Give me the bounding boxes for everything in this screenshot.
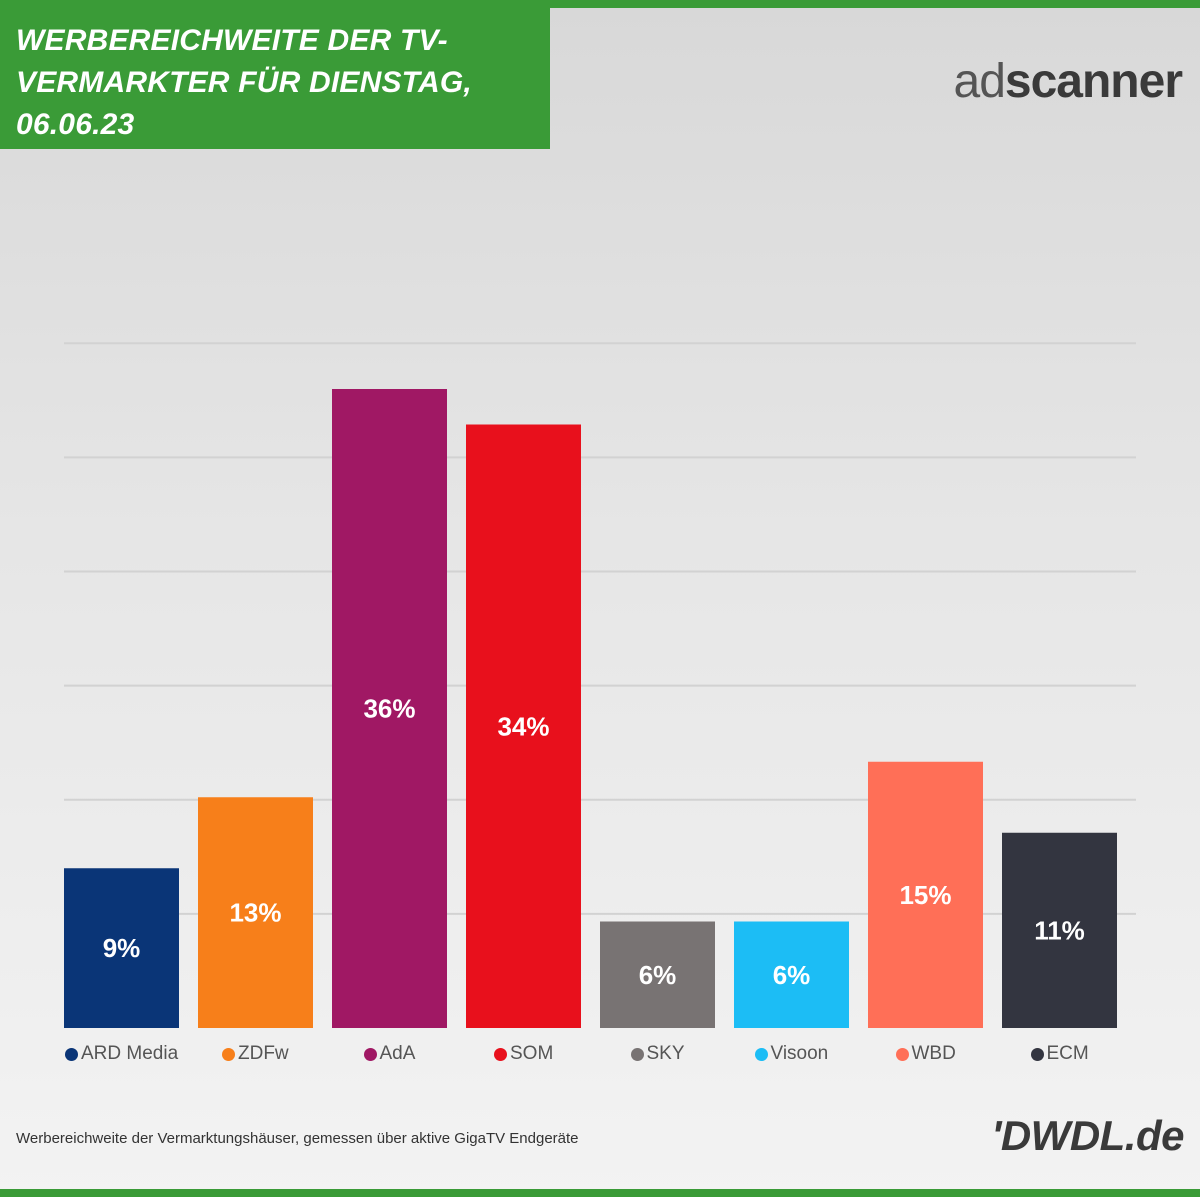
dwdl-logo: 'DWDL.de — [991, 1112, 1184, 1159]
bar-ecm — [1002, 832, 1117, 1028]
legend-label: SOM — [510, 1043, 554, 1064]
legend-item: ARD Media — [65, 1040, 178, 1068]
bar-sky — [600, 921, 715, 1028]
legend-label: Visoon — [770, 1043, 829, 1064]
data-label: 15% — [899, 880, 951, 910]
legend-label: ZDFw — [238, 1043, 289, 1064]
data-label: 9% — [103, 933, 141, 963]
adscanner-logo: adscanner — [953, 54, 1184, 109]
bar-chart: 9% 13% 36% 34% 6% 6% 15% 11% — [64, 342, 1136, 1028]
chart-legend: ARD Media ZDFw AdA SOM SKY Visoon WBD ECM — [64, 1040, 1136, 1068]
bar-wbd — [868, 761, 983, 1028]
legend-item: AdA — [363, 1040, 416, 1068]
legend-item: SOM — [494, 1040, 553, 1068]
legend-item: SKY — [630, 1040, 685, 1068]
data-label: 6% — [639, 960, 677, 990]
data-label: 36% — [363, 694, 415, 724]
legend-dot-icon — [494, 1047, 507, 1061]
bottom-stripe — [0, 1189, 1200, 1197]
title-box: WERBEREICHWEITE DER TV-VERMARKTER FÜR DI… — [0, 8, 550, 149]
legend-dot-icon — [222, 1047, 235, 1061]
legend-dot-icon — [895, 1047, 909, 1061]
data-label: 34% — [497, 711, 549, 741]
legend-label: SKY — [646, 1043, 685, 1064]
data-label: 6% — [773, 960, 811, 990]
bar-zdfw — [198, 797, 313, 1028]
legend-item: ZDFw — [222, 1040, 289, 1068]
legend-label: ARD Media — [81, 1043, 179, 1064]
legend-dot-icon — [630, 1047, 644, 1061]
data-label: 11% — [1034, 915, 1085, 945]
legend-dot-icon — [363, 1047, 377, 1061]
bar-visoon — [734, 921, 849, 1028]
legend-dot-icon — [65, 1047, 78, 1061]
legend-label: WBD — [911, 1043, 956, 1064]
chart-title: WERBEREICHWEITE DER TV-VERMARKTER FÜR DI… — [16, 24, 472, 141]
legend-item: WBD — [895, 1040, 956, 1068]
bar-ada — [332, 389, 447, 1028]
bar-ard-media — [64, 868, 179, 1028]
data-label: 13% — [229, 898, 281, 928]
adscanner-logo-bold: scanner — [1004, 55, 1183, 108]
legend-dot-icon — [754, 1047, 768, 1061]
top-stripe — [0, 0, 1200, 8]
legend-item: Visoon — [754, 1040, 829, 1068]
footnote: Werbereichweite der Vermarktungshäuser, … — [16, 1130, 579, 1147]
legend-item: ECM — [1030, 1040, 1089, 1068]
bar-som — [466, 424, 581, 1028]
legend-label: ECM — [1046, 1043, 1089, 1064]
adscanner-logo-light: ad — [953, 55, 1006, 108]
legend-label: AdA — [379, 1043, 416, 1064]
legend-dot-icon — [1030, 1047, 1044, 1061]
